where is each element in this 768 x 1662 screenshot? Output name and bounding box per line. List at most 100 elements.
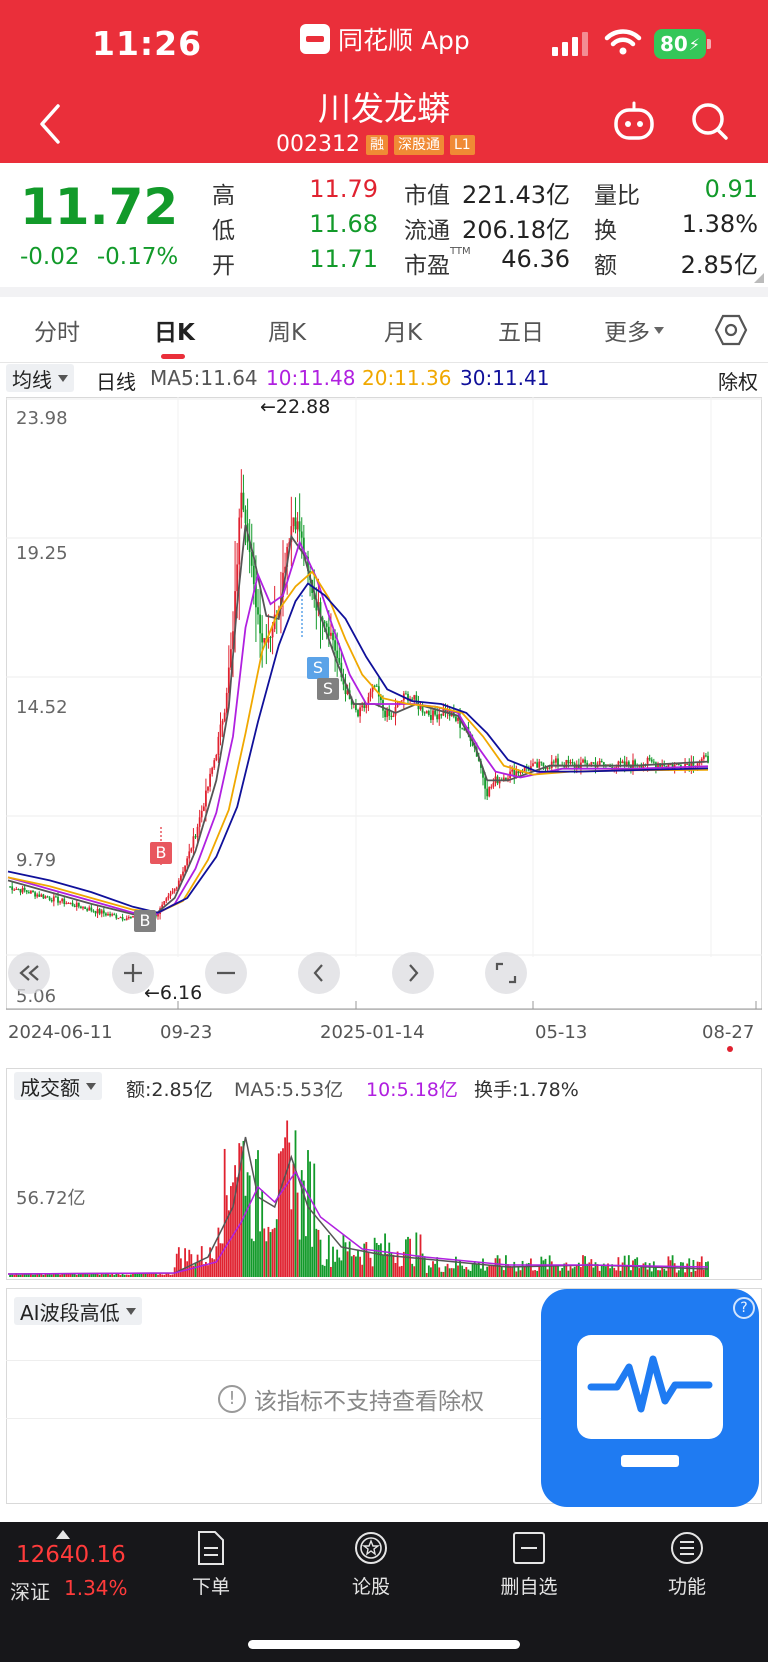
candle-body [359, 707, 361, 717]
candle-body [194, 836, 197, 838]
index-name: 深证 [10, 1580, 50, 1604]
kline-chart[interactable] [6, 397, 762, 1010]
candle-body [459, 717, 461, 728]
tab-daily-k[interactable]: 日K [154, 320, 195, 346]
sell-marker[interactable]: S [317, 678, 339, 700]
nav-functions[interactable]: 功能 [642, 1530, 732, 1599]
volume-bar [46, 1274, 49, 1277]
bottom-toolbar [0, 1522, 768, 1662]
candle-body [225, 692, 228, 713]
back-arrow-icon[interactable] [30, 100, 70, 148]
charging-bolt-icon: ⚡ [688, 34, 701, 54]
adjust-toggle[interactable]: 除权 [718, 370, 758, 394]
tab-monthly-k[interactable]: 月K [384, 320, 423, 346]
candle-body [582, 759, 584, 763]
volume-bar [319, 1239, 322, 1277]
candle-body [365, 704, 368, 708]
volume-bar [209, 1247, 211, 1277]
volume-bar [452, 1268, 455, 1277]
volume-bar [394, 1263, 397, 1277]
candle-body [523, 766, 526, 773]
candle-body [52, 896, 55, 902]
ai-indicator-selector[interactable]: AI波段高低 [14, 1297, 142, 1325]
settings-hexagon-icon[interactable] [714, 313, 748, 347]
robot-assistant-icon[interactable] [612, 100, 656, 144]
candle-body [102, 910, 105, 914]
level-tag: L1 [449, 134, 475, 155]
candle-body [634, 760, 636, 766]
candle-body [421, 704, 424, 713]
volume-bar [111, 1273, 114, 1277]
candle-body [263, 638, 266, 643]
volume-bar [350, 1256, 353, 1277]
sell-marker[interactable]: S [307, 657, 329, 679]
volume-bar [30, 1273, 32, 1277]
volume-bar [665, 1270, 668, 1277]
candle-body [355, 703, 357, 711]
volume-bar [402, 1251, 405, 1277]
x-tick-label: 2025-01-14 [320, 1022, 425, 1043]
scroll-left-button[interactable] [298, 952, 340, 994]
volume-bar [125, 1274, 128, 1277]
fullscreen-button[interactable] [485, 952, 527, 994]
buy-marker[interactable]: B [150, 842, 172, 864]
candle-body [9, 886, 11, 888]
volume-bar [134, 1273, 136, 1277]
app-return-badge[interactable]: 同花顺 App [300, 24, 470, 55]
volume-bar [265, 1241, 268, 1277]
buy-marker[interactable]: B [134, 910, 156, 932]
volume-selector[interactable]: 成交额 [14, 1072, 102, 1100]
scroll-right-button[interactable] [392, 952, 434, 994]
tab-weekly-k[interactable]: 周K [268, 320, 307, 346]
candle-body [292, 517, 295, 527]
candle-body [234, 591, 236, 632]
candle-body [394, 706, 397, 716]
volume-bar [161, 1274, 164, 1277]
battery-level: 80 [659, 32, 688, 56]
volume-bar [517, 1266, 520, 1277]
tab-five-day[interactable]: 五日 [498, 320, 544, 346]
nav-forum[interactable]: 论股 [326, 1530, 416, 1599]
candle-body [438, 714, 441, 720]
candle-body [540, 761, 543, 763]
candle-body [80, 906, 82, 909]
volume-bar [605, 1266, 607, 1277]
volume-chart-frame[interactable] [6, 1068, 762, 1280]
tab-intraday[interactable]: 分时 [34, 320, 80, 346]
volume-bar [557, 1265, 559, 1277]
ma10-line [7, 539, 709, 917]
volume-bar [398, 1266, 401, 1277]
y-tick-label: 9.79 [16, 850, 57, 871]
cellular-signal-icon [552, 32, 590, 56]
expand-corner-icon[interactable] [754, 273, 764, 283]
help-icon[interactable]: ? [733, 1297, 755, 1319]
search-icon[interactable] [690, 100, 730, 144]
index-value[interactable]: 12640.16 [16, 1542, 126, 1568]
volume-bar [238, 1143, 241, 1277]
candle-body [69, 902, 72, 904]
volume-bar [196, 1254, 199, 1277]
volume-bar [527, 1262, 530, 1277]
fast-rewind-button[interactable] [8, 952, 50, 994]
floating-monitor-widget[interactable] [541, 1289, 759, 1507]
candle-body [667, 764, 670, 767]
tab-more[interactable]: 更多 [604, 313, 664, 347]
candle-body [67, 902, 70, 904]
volume-bar [271, 1229, 274, 1277]
zoom-in-button[interactable] [112, 952, 154, 994]
candle-body [340, 662, 343, 678]
volume-bar [648, 1263, 651, 1277]
volume-bar [371, 1266, 374, 1277]
zoom-out-button[interactable] [205, 952, 247, 994]
candle-body [598, 760, 601, 766]
nav-place-order[interactable]: 下单 [166, 1530, 256, 1599]
volume-bar [500, 1266, 503, 1277]
amount-label: 额 [594, 253, 617, 279]
indicator-selector[interactable]: 均线 [6, 364, 74, 392]
volume-bar [57, 1274, 59, 1277]
nav-remove-watchlist[interactable]: 删自选 [484, 1530, 574, 1599]
volume-bar [455, 1256, 457, 1277]
volume-bar [219, 1243, 222, 1277]
volume-bar [373, 1237, 376, 1277]
candle-body [702, 755, 705, 759]
